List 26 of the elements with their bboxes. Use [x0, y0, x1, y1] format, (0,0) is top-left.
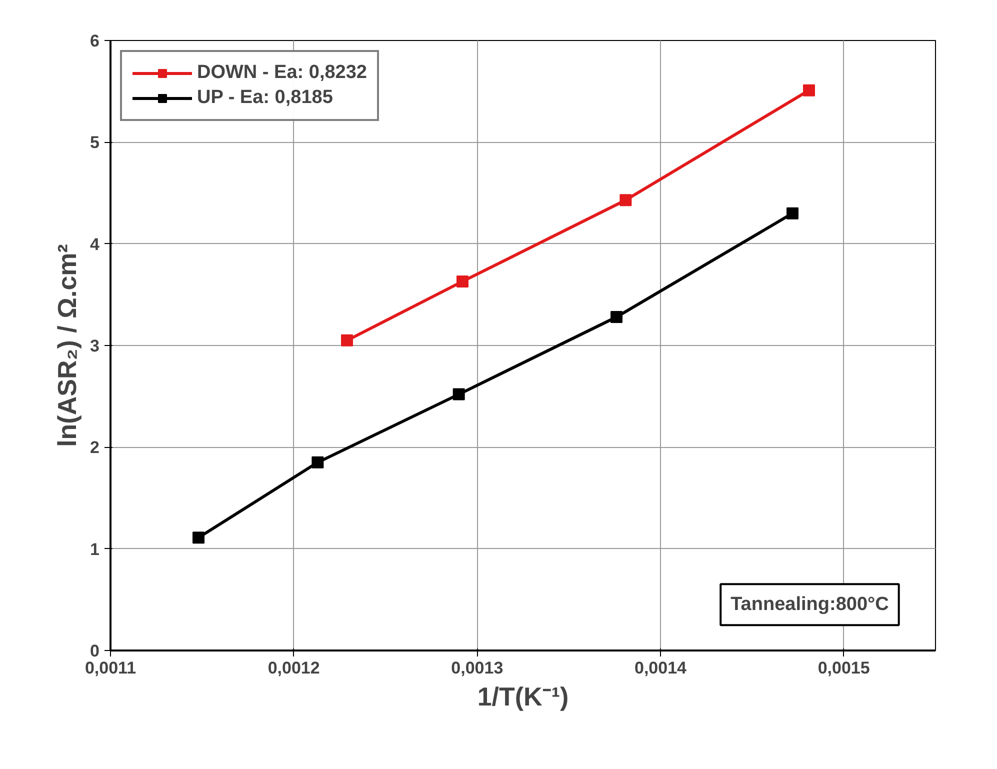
legend-label: DOWN - Ea: 0,8232	[197, 62, 367, 84]
point	[786, 207, 798, 220]
x-tick-label: 0,0012	[268, 658, 320, 678]
y-tick-label: 5	[90, 133, 100, 152]
x-tick-label: 0,0011	[84, 658, 136, 678]
annotation: Tannealing:800°C	[730, 594, 890, 616]
x-tick-label: 0,0013	[451, 658, 504, 678]
y-tick-label: 2	[90, 438, 100, 458]
point	[610, 311, 622, 324]
legend-label: UP - Ea: 0,8185	[197, 87, 333, 109]
point	[803, 84, 815, 96]
x-tick-label: 0,0014	[634, 658, 688, 678]
y-tick-label: 0	[90, 642, 100, 660]
x-tick-label: 0,0015	[818, 658, 870, 678]
point	[341, 334, 353, 346]
y-axis-title: ln(ASR₂) / Ω.cm²	[52, 244, 82, 447]
x-axis-title: 1/T(K⁻¹)	[477, 682, 569, 712]
point	[456, 275, 468, 288]
point	[192, 532, 204, 544]
y-tick-label: 1	[90, 540, 100, 559]
y-tick-label: 4	[90, 234, 100, 254]
y-tick-label: 6	[90, 32, 100, 50]
point	[620, 194, 632, 206]
y-tick-label: 3	[90, 336, 100, 356]
point	[312, 456, 324, 468]
point	[452, 388, 465, 400]
